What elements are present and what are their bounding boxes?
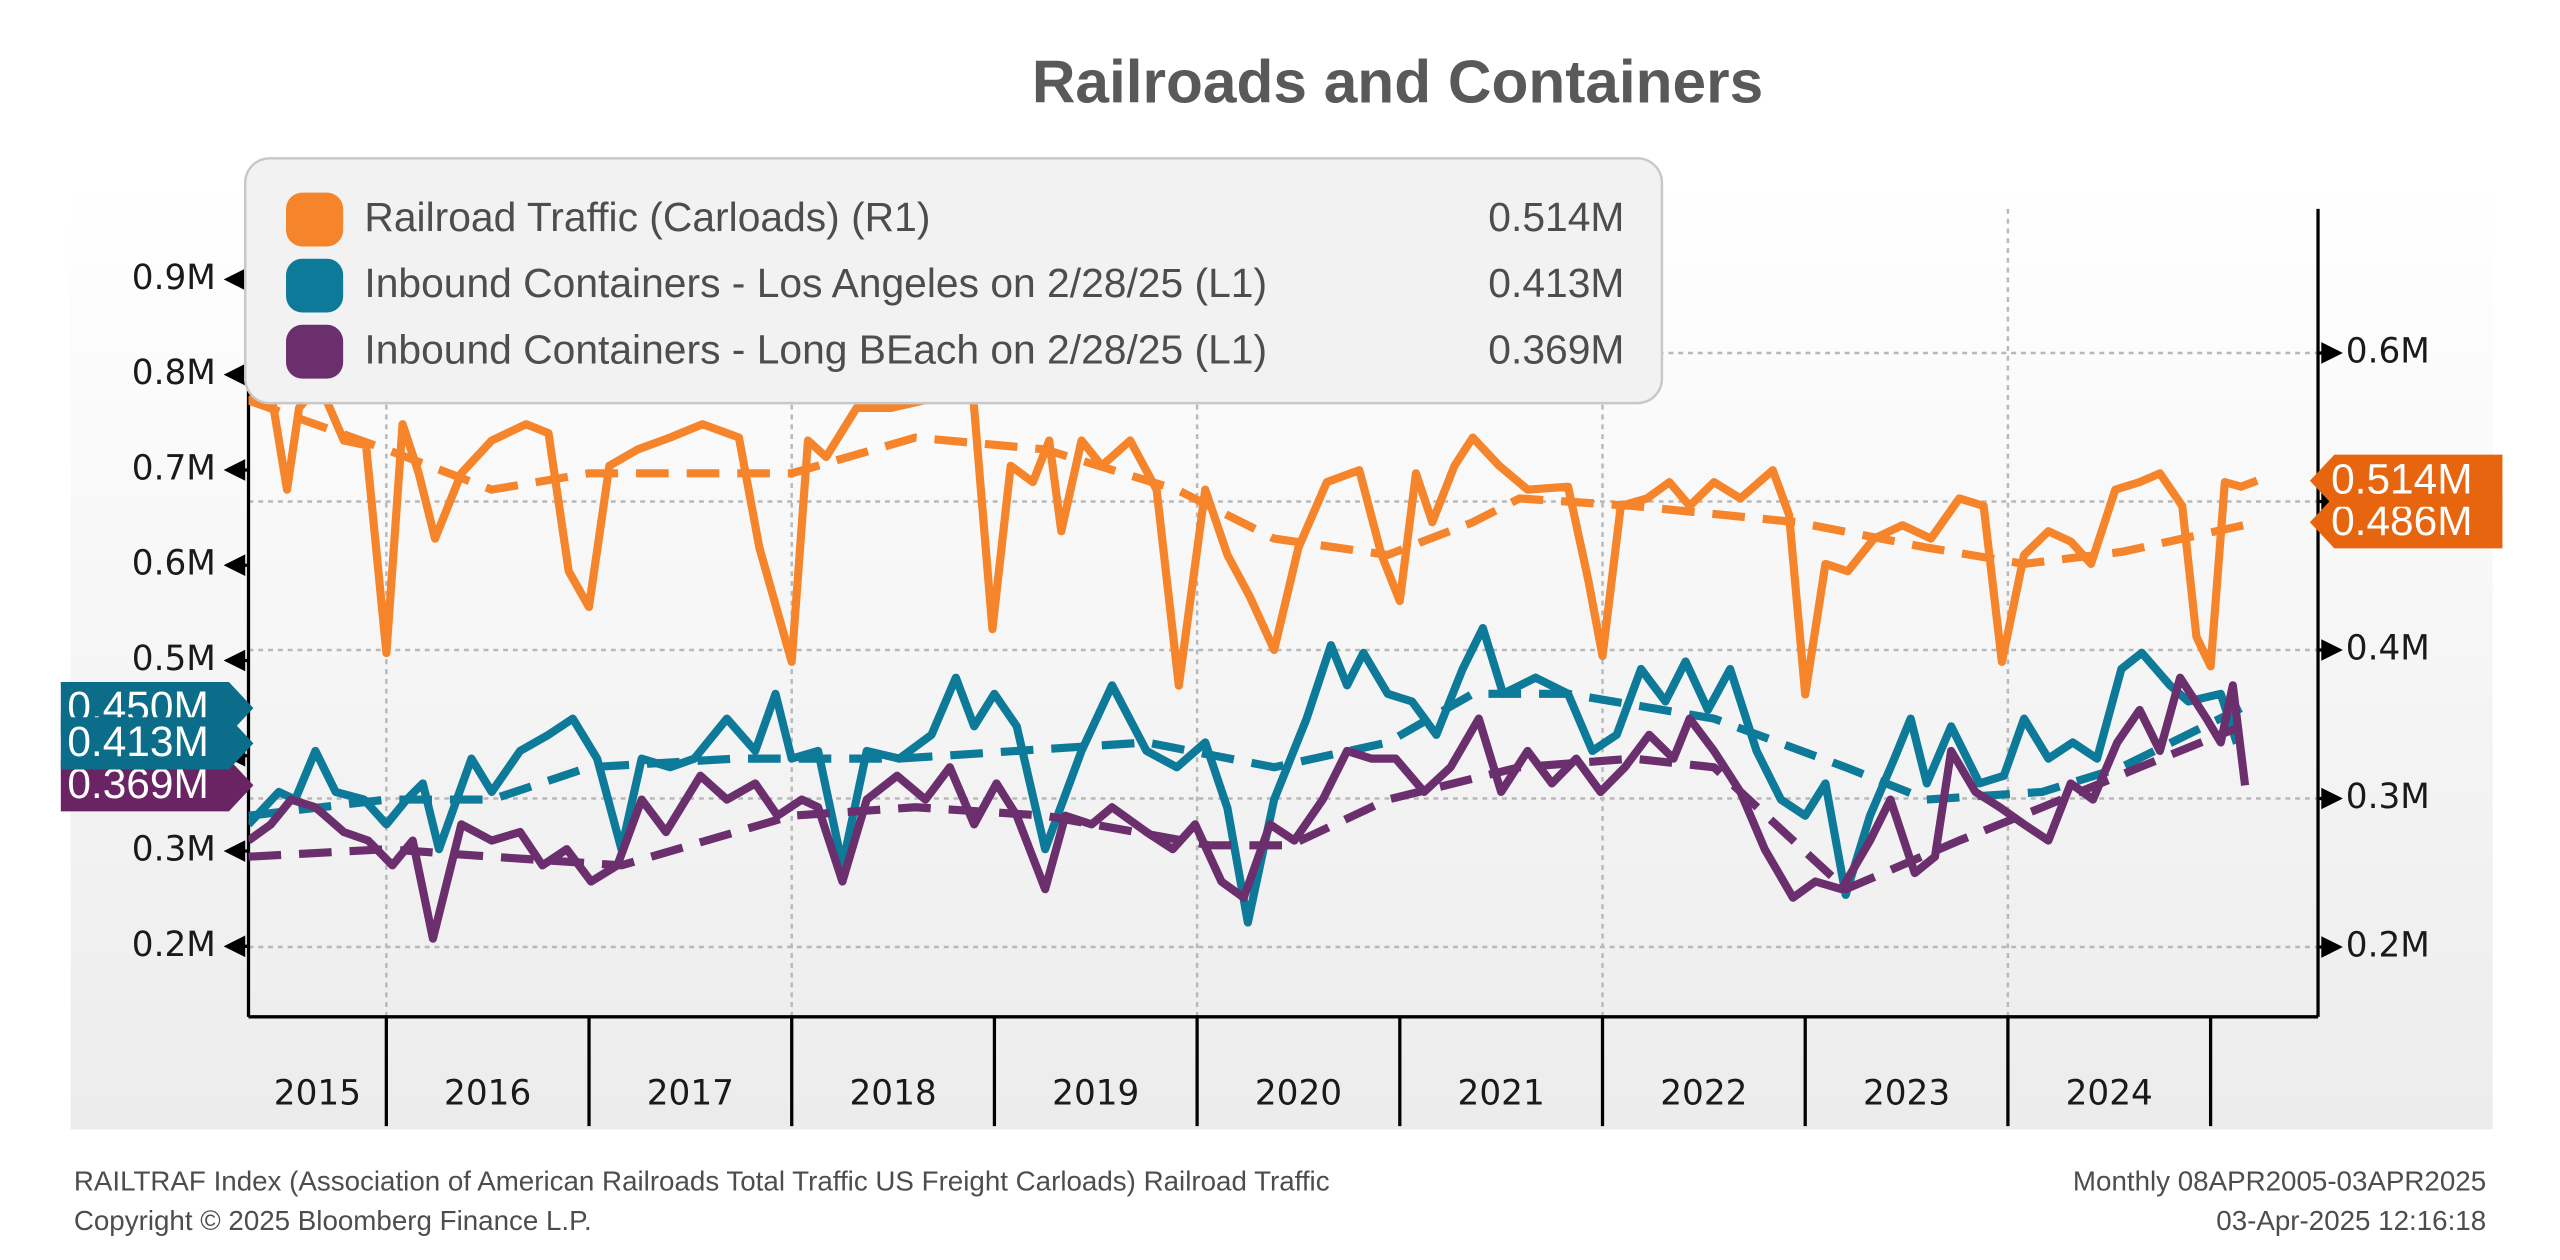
footer-timestamp: 03-Apr-2025 12:16:18 bbox=[2216, 1205, 2486, 1236]
y-tick-label: 0.6M bbox=[132, 544, 216, 584]
y2-tick-label: 0.4M bbox=[2346, 628, 2430, 668]
x-tick-label: 2022 bbox=[1660, 1074, 1747, 1114]
y-tick-label: 0.3M bbox=[132, 830, 216, 870]
y-tick-label: 0.8M bbox=[132, 353, 216, 393]
end-label: 0.413M bbox=[67, 718, 209, 765]
footer-copyright: Copyright © 2025 Bloomberg Finance L.P. bbox=[74, 1205, 592, 1236]
legend-value: 0.514M bbox=[1488, 194, 1624, 240]
series-line bbox=[248, 380, 2259, 699]
legend-label: Inbound Containers - Long BEach on 2/28/… bbox=[364, 326, 1267, 372]
x-tick-label: 2017 bbox=[647, 1074, 734, 1114]
y-tick-label: 0.9M bbox=[132, 258, 216, 298]
legend-value: 0.369M bbox=[1488, 326, 1624, 372]
y2-tick bbox=[2318, 639, 2343, 661]
y-tick bbox=[223, 554, 249, 577]
y2-tick bbox=[2318, 936, 2343, 958]
x-tick-label: 2016 bbox=[444, 1074, 531, 1114]
end-label-box bbox=[60, 759, 254, 812]
legend-swatch bbox=[286, 192, 344, 247]
legend-label: Inbound Containers - Los Angeles on 2/28… bbox=[364, 260, 1267, 306]
x-tick-label: 2023 bbox=[1863, 1074, 1950, 1114]
y-tick-label: 0.5M bbox=[132, 639, 216, 679]
y-tick bbox=[223, 935, 249, 958]
y2-tick-label: 0.6M bbox=[2346, 331, 2430, 371]
end-label: 0.514M bbox=[2331, 456, 2472, 503]
x-tick-label: 2024 bbox=[2066, 1074, 2153, 1114]
x-tick-label: 2018 bbox=[849, 1074, 936, 1114]
legend-swatch bbox=[286, 324, 344, 379]
x-tick-label: 2021 bbox=[1458, 1074, 1545, 1114]
legend-swatch bbox=[286, 258, 344, 313]
x-tick-label: 2015 bbox=[274, 1074, 361, 1114]
y-tick bbox=[223, 649, 249, 672]
series-line bbox=[248, 673, 2250, 943]
x-tick-label: 2019 bbox=[1052, 1074, 1139, 1114]
legend: Railroad Traffic (Carloads) (R1) 0.514M In… bbox=[244, 157, 1664, 405]
y2-tick bbox=[2318, 342, 2343, 364]
series-line bbox=[248, 623, 2241, 927]
legend-label: Railroad Traffic (Carloads) (R1) bbox=[364, 194, 930, 240]
footer-range: Monthly 08APR2005-03APR2025 bbox=[2073, 1166, 2486, 1197]
legend-value: 0.413M bbox=[1488, 260, 1624, 306]
y-tick-label: 0.2M bbox=[132, 925, 216, 965]
x-tick-label: 2020 bbox=[1255, 1074, 1342, 1114]
moving-average-line bbox=[248, 396, 2259, 568]
end-label-box bbox=[2309, 454, 2503, 507]
footer-source: RAILTRAF Index (Association of American … bbox=[74, 1166, 1330, 1197]
y-tick-label: 0.7M bbox=[132, 448, 216, 488]
end-label-box bbox=[2309, 496, 2503, 549]
y2-tick-label: 0.2M bbox=[2346, 926, 2430, 966]
axes: 0.2M 0.3M 0.4M 0.5M 0.6M 0.7M 0.8M 0.9M 0.2M 0.3M… bbox=[132, 208, 2430, 1127]
y2-tick-label: 0.3M bbox=[2346, 777, 2430, 817]
end-label-box bbox=[60, 717, 254, 770]
legend-box bbox=[244, 157, 1664, 405]
y-tick bbox=[223, 840, 249, 862]
plot-lines bbox=[248, 380, 2259, 943]
y-tick bbox=[223, 459, 249, 481]
chart-title: Railroads and Containers bbox=[1032, 47, 1763, 115]
y2-tick bbox=[2318, 787, 2343, 810]
moving-average-line bbox=[248, 689, 2243, 820]
